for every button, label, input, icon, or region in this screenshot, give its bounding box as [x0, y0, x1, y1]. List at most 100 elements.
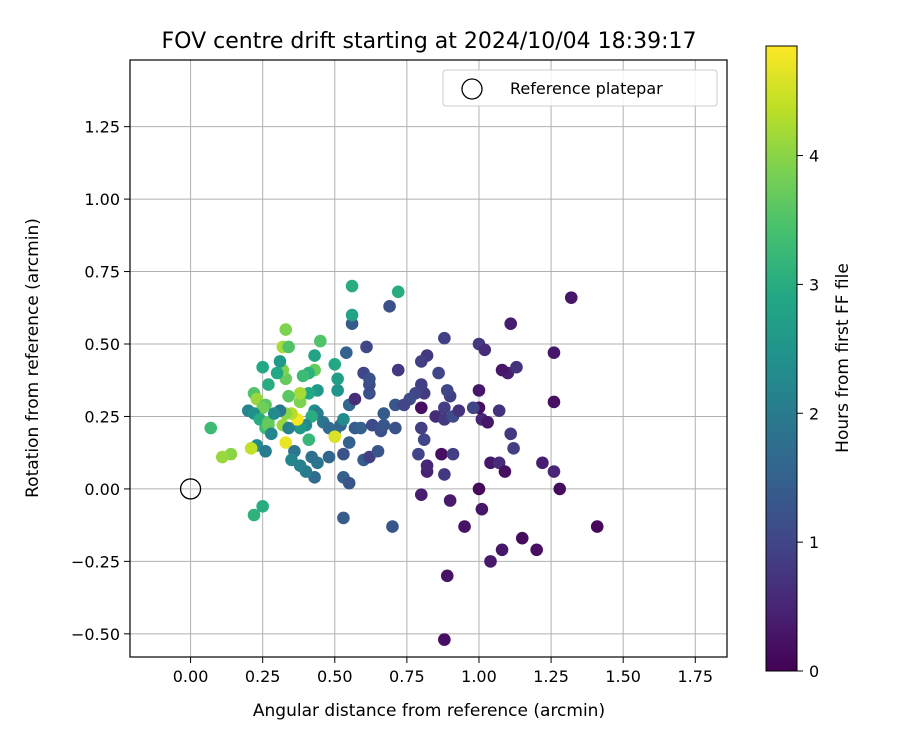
data-point — [345, 279, 359, 293]
data-point — [363, 372, 376, 386]
data-point — [328, 357, 342, 371]
colorbar-tick-label: 3 — [809, 275, 819, 294]
colorbar — [765, 45, 798, 672]
data-point — [204, 421, 218, 435]
y-tick-label: 0.75 — [84, 263, 120, 282]
x-axis-label: Angular distance from reference (arcmin) — [253, 701, 605, 721]
y-tick-label: 0.00 — [84, 480, 120, 499]
reference-marker — [179, 478, 202, 500]
data-point — [507, 442, 520, 455]
data-point — [262, 378, 275, 391]
x-tick-label: 1.50 — [605, 667, 641, 686]
data-point — [391, 363, 405, 377]
data-point — [296, 369, 310, 383]
data-point — [495, 363, 509, 377]
data-point — [363, 386, 376, 400]
data-point — [285, 453, 298, 467]
data-point — [504, 427, 517, 441]
x-axis-ticks: 0.00 0.25 0.50 0.75 1.00 1.25 1.50 1.75 — [173, 657, 713, 686]
legend-marker-icon — [461, 78, 483, 100]
data-point — [282, 421, 295, 435]
legend-entry-label: Reference platepar — [510, 79, 663, 98]
grid — [130, 60, 727, 657]
data-point — [452, 404, 466, 417]
data-point — [547, 465, 561, 478]
data-point — [259, 444, 272, 458]
data-point — [302, 433, 316, 446]
data-point — [515, 531, 529, 545]
data-point — [345, 317, 359, 331]
colorbar-tick-label: 4 — [809, 147, 819, 166]
y-tick-label: 0.25 — [84, 407, 120, 426]
x-tick-label: 1.25 — [533, 667, 569, 686]
data-point — [438, 633, 451, 646]
data-point — [389, 421, 402, 435]
data-point — [414, 401, 428, 415]
data-point — [342, 436, 356, 449]
data-point — [438, 331, 451, 345]
x-tick-label: 0.25 — [245, 667, 281, 686]
data-point — [481, 415, 494, 429]
data-point — [215, 450, 229, 464]
colorbar-ticks: 0 1 2 3 4 — [797, 147, 819, 681]
data-point — [435, 447, 448, 461]
data-point — [498, 465, 512, 478]
data-point — [308, 349, 321, 362]
y-axis-label: Rotation from reference (arcmin) — [23, 218, 43, 498]
legend: Reference platepar — [442, 69, 718, 107]
data-point — [348, 392, 362, 406]
data-point — [414, 355, 428, 368]
data-point — [328, 430, 342, 444]
data-points — [204, 279, 604, 646]
data-point — [314, 334, 327, 348]
data-point — [322, 450, 336, 464]
x-tick-label: 0.00 — [173, 667, 209, 686]
data-point — [414, 421, 428, 435]
data-point — [279, 436, 293, 449]
data-point — [337, 413, 350, 426]
colorbar-tick-label: 0 — [809, 662, 819, 681]
data-point — [440, 384, 454, 397]
y-axis-ticks: −0.50 −0.25 0.00 0.25 0.50 0.75 1.00 1.25 — [71, 118, 130, 644]
data-point — [414, 488, 428, 502]
data-point — [438, 401, 451, 415]
data-point — [443, 494, 457, 507]
reference-point-marker — [179, 478, 202, 500]
data-point — [247, 508, 261, 522]
x-tick-label: 0.50 — [317, 667, 353, 686]
data-point — [397, 398, 411, 412]
data-point — [590, 520, 604, 533]
data-point — [270, 366, 284, 380]
data-point — [305, 450, 318, 464]
data-point — [530, 543, 543, 557]
x-tick-label: 1.00 — [461, 667, 497, 686]
data-point — [417, 433, 431, 446]
colorbar-tick-label: 2 — [809, 404, 819, 423]
colorbar-tick-label: 1 — [809, 533, 819, 552]
x-tick-label: 0.75 — [389, 667, 425, 686]
y-tick-label: 1.25 — [84, 118, 120, 137]
colorbar-label: Hours from first FF file — [833, 263, 853, 453]
data-point — [337, 447, 350, 461]
data-point — [282, 389, 295, 403]
data-point — [553, 482, 567, 496]
data-point — [391, 285, 405, 299]
data-point — [383, 300, 396, 313]
data-point — [331, 372, 344, 386]
data-point — [504, 317, 517, 331]
y-tick-label: −0.50 — [71, 625, 120, 644]
data-point — [472, 384, 486, 397]
data-point — [412, 447, 425, 461]
data-point — [446, 447, 460, 461]
data-point — [293, 395, 307, 409]
data-point — [331, 384, 344, 397]
data-point — [438, 468, 451, 481]
data-point — [360, 340, 373, 354]
data-point — [440, 569, 454, 583]
data-point — [293, 386, 307, 400]
data-point — [564, 291, 578, 304]
data-point — [279, 323, 293, 336]
data-point — [458, 520, 471, 533]
data-point — [371, 444, 385, 458]
